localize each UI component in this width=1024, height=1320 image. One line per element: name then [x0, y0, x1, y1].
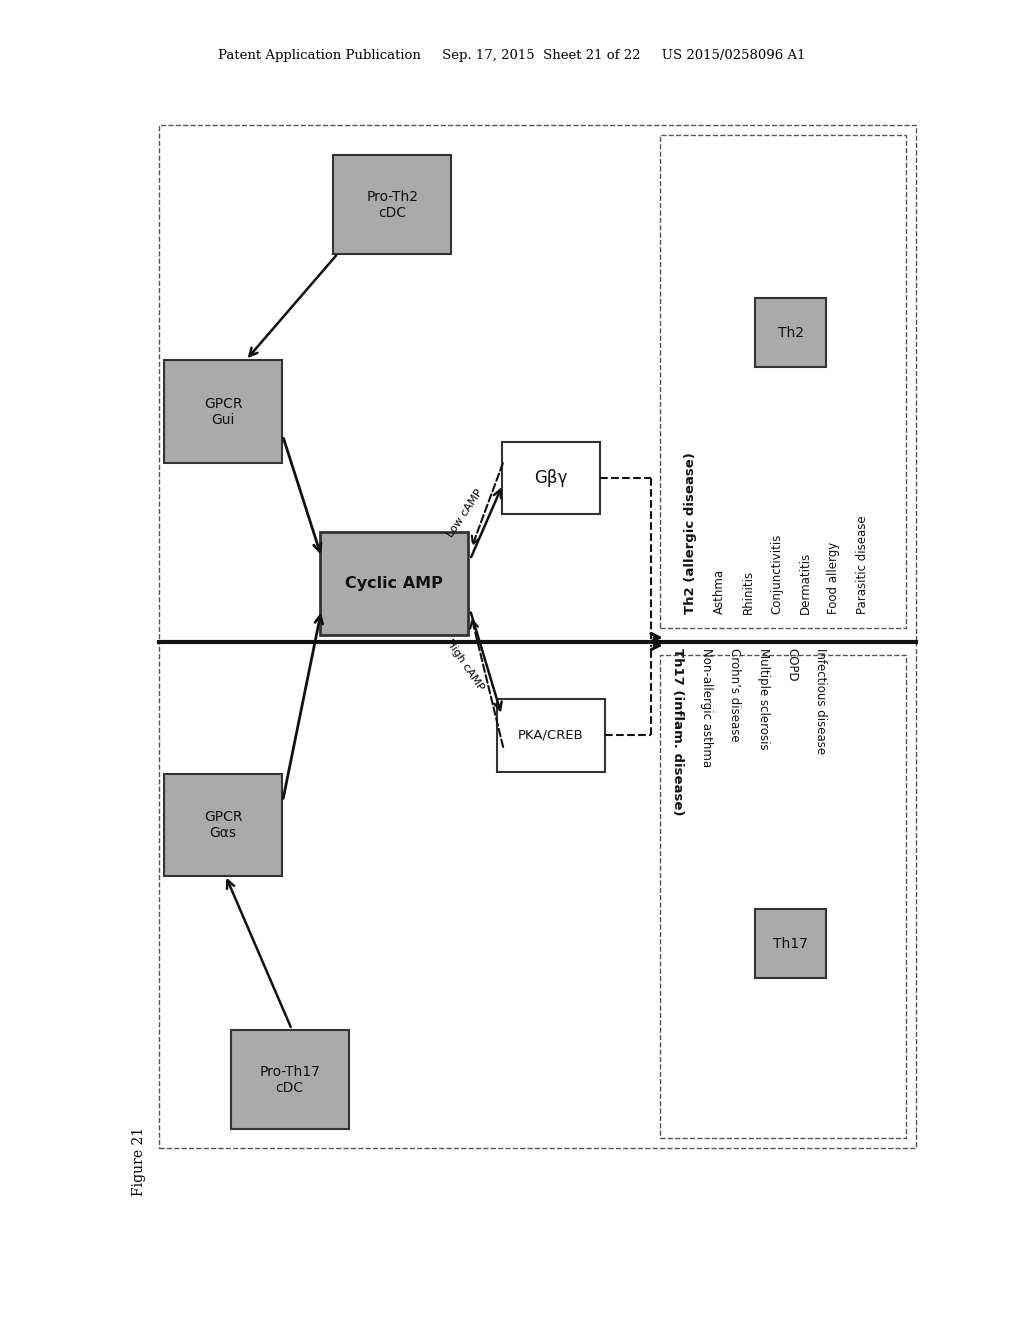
Bar [230, 1030, 348, 1130]
Bar [319, 532, 469, 635]
Text: Low cAMP: Low cAMP [445, 487, 484, 540]
Text: Pro-Th2
cDC: Pro-Th2 cDC [367, 190, 418, 219]
Text: COPD: COPD [785, 648, 799, 681]
Text: PKA/CREB: PKA/CREB [518, 729, 584, 742]
Bar [164, 360, 283, 463]
Text: Asthma: Asthma [713, 569, 726, 614]
Text: Th17 (inflam. disease): Th17 (inflam. disease) [671, 648, 684, 816]
Text: Crohn’s disease: Crohn’s disease [728, 648, 741, 742]
Text: GPCR
Gαs: GPCR Gαs [204, 810, 243, 840]
Text: Food allergy: Food allergy [827, 541, 841, 614]
Bar [755, 298, 826, 367]
Text: High cAMP: High cAMP [444, 638, 485, 693]
Text: Cyclic AMP: Cyclic AMP [345, 576, 443, 591]
Bar [498, 700, 604, 771]
Text: Dermatitis: Dermatitis [799, 552, 812, 614]
Text: Non-allergic asthma: Non-allergic asthma [699, 648, 713, 767]
Text: Gβγ: Gβγ [535, 469, 567, 487]
Text: Infectious disease: Infectious disease [814, 648, 827, 754]
Text: Patent Application Publication     Sep. 17, 2015  Sheet 21 of 22     US 2015/025: Patent Application Publication Sep. 17, … [218, 49, 806, 62]
Bar [660, 655, 906, 1138]
Bar [755, 909, 826, 978]
Bar [159, 642, 916, 1148]
Bar [660, 135, 906, 628]
Bar [164, 774, 283, 876]
Text: Parasitic disease: Parasitic disease [856, 515, 869, 614]
Text: GPCR
Gui: GPCR Gui [204, 397, 243, 426]
Bar [159, 125, 916, 642]
Text: Figure 21: Figure 21 [132, 1127, 146, 1196]
Bar [503, 441, 600, 513]
Text: Th2 (allergic disease): Th2 (allergic disease) [684, 451, 697, 614]
Text: Rhinitis: Rhinitis [741, 570, 755, 614]
Text: Conjunctivitis: Conjunctivitis [770, 533, 783, 614]
Text: Th2: Th2 [777, 326, 804, 339]
Text: Pro-Th17
cDC: Pro-Th17 cDC [259, 1065, 321, 1094]
Text: Multiple sclerosis: Multiple sclerosis [757, 648, 770, 750]
Text: Th17: Th17 [773, 937, 808, 950]
Bar [334, 154, 451, 253]
